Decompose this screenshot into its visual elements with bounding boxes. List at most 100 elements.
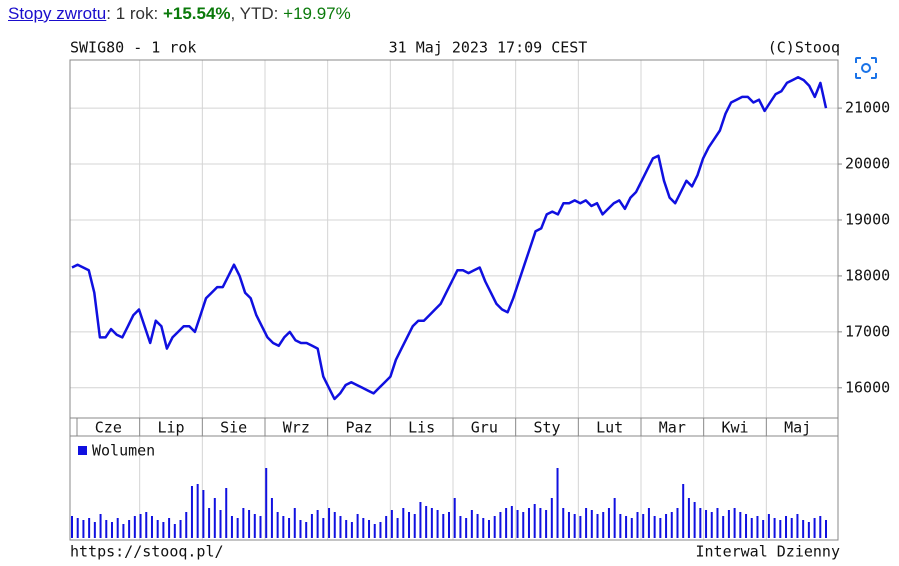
volume-bar	[825, 520, 827, 538]
volume-bar	[253, 514, 256, 538]
volume-bar	[630, 518, 633, 538]
volume-bar	[196, 484, 199, 538]
x-tick-label: Wrz	[283, 419, 310, 437]
volume-bar	[276, 512, 279, 538]
volume-bar	[265, 468, 268, 538]
volume-bar	[76, 518, 79, 538]
x-tick-label: Lis	[408, 419, 435, 437]
volume-bar	[470, 510, 473, 538]
volume-bar	[270, 498, 273, 538]
volume-bar	[779, 520, 782, 538]
volume-bar	[533, 504, 536, 538]
volume-bar	[396, 518, 399, 538]
volume-bar	[710, 512, 713, 538]
volume-bar	[476, 514, 479, 538]
volume-bar	[110, 522, 113, 538]
volume-bar	[385, 516, 388, 538]
volume-bar	[585, 508, 588, 538]
volume-bar	[293, 508, 296, 538]
volume-bar	[128, 520, 131, 538]
volume-bar	[819, 516, 822, 538]
x-tick-label: Mar	[659, 419, 686, 437]
returns-link[interactable]: Stopy zwrotu	[8, 4, 107, 23]
volume-bar	[248, 510, 251, 538]
ytd-label: , YTD:	[230, 4, 284, 23]
volume-bar	[179, 520, 182, 538]
volume-bar	[722, 516, 725, 538]
volume-bar	[647, 508, 650, 538]
chart-date: 31 Maj 2023 17:09 CEST	[389, 39, 588, 57]
volume-bar	[527, 508, 530, 538]
x-tick-label: Gru	[471, 419, 498, 437]
volume-bar	[116, 518, 119, 538]
volume-bar	[796, 514, 799, 538]
x-tick-label: Sty	[533, 419, 560, 437]
volume-bar	[328, 508, 331, 538]
volume-bar	[162, 522, 165, 538]
returns-line: Stopy zwrotu: 1 rok: +15.54%, YTD: +19.9…	[8, 4, 351, 24]
volume-bar	[402, 508, 405, 538]
volume-bar	[230, 516, 233, 538]
volume-bar	[453, 498, 456, 538]
volume-bar	[459, 516, 462, 538]
volume-bar	[419, 502, 422, 538]
volume-bar	[750, 518, 753, 538]
volume-bar	[373, 524, 376, 538]
volume-bar	[613, 498, 616, 538]
volume-bar	[727, 510, 730, 538]
volume-bar	[339, 516, 342, 538]
volume-bar	[693, 502, 696, 538]
volume-bar	[350, 522, 353, 538]
volume-bar	[756, 516, 759, 538]
period-value: +15.54%	[162, 4, 231, 23]
volume-bar	[619, 514, 622, 538]
volume-bar	[596, 514, 599, 538]
y-tick-label: 16000	[845, 378, 890, 396]
y-tick-label: 20000	[845, 155, 890, 173]
volume-bar	[659, 518, 662, 538]
volume-bar	[493, 516, 496, 538]
volume-bar	[202, 490, 205, 538]
volume-bar	[653, 516, 656, 538]
volume-bar	[185, 512, 188, 538]
legend-swatch	[78, 446, 87, 455]
volume-bar	[665, 514, 668, 538]
volume-bar	[168, 518, 171, 538]
volume-bar	[316, 510, 319, 538]
period-label: : 1 rok:	[106, 4, 163, 23]
volume-bar	[556, 468, 559, 538]
volume-bar	[242, 508, 245, 538]
volume-bar	[190, 486, 193, 538]
volume-bar	[510, 506, 513, 538]
volume-bar	[93, 522, 96, 538]
volume-bar	[676, 508, 679, 538]
volume-bar	[99, 514, 102, 538]
volume-bar	[219, 510, 222, 538]
legend-label: Wolumen	[92, 442, 155, 460]
volume-bar	[345, 520, 348, 538]
frame	[69, 59, 839, 541]
volume-bar	[173, 524, 176, 538]
price-line	[71, 76, 828, 401]
volume-bar	[310, 514, 313, 538]
volume-bar	[802, 520, 805, 538]
volume-bar	[745, 514, 748, 538]
x-tick-label: Lut	[596, 419, 623, 437]
volume-bar	[368, 520, 371, 538]
volume-bar	[807, 522, 810, 538]
volume-bar	[436, 510, 439, 538]
volume-bar	[213, 498, 216, 538]
volume-bar	[590, 510, 593, 538]
volume-bar	[705, 510, 708, 538]
volume-bar	[545, 510, 548, 538]
footer-url: https://stooq.pl/	[70, 543, 224, 561]
volume-bar	[733, 508, 736, 538]
volume-bar	[225, 488, 228, 538]
scan-icon[interactable]	[852, 54, 880, 82]
volume-bar	[607, 508, 610, 538]
volume-bar	[636, 512, 639, 538]
x-tick-label: Cze	[95, 419, 122, 437]
x-tick-label: Lip	[157, 419, 184, 437]
